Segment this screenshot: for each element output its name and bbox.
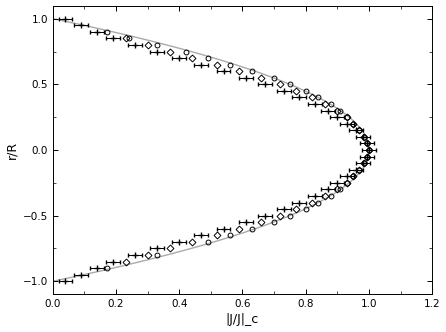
X-axis label: |J/J|_c: |J/J|_c xyxy=(226,313,259,326)
Y-axis label: r/R: r/R xyxy=(5,141,19,159)
